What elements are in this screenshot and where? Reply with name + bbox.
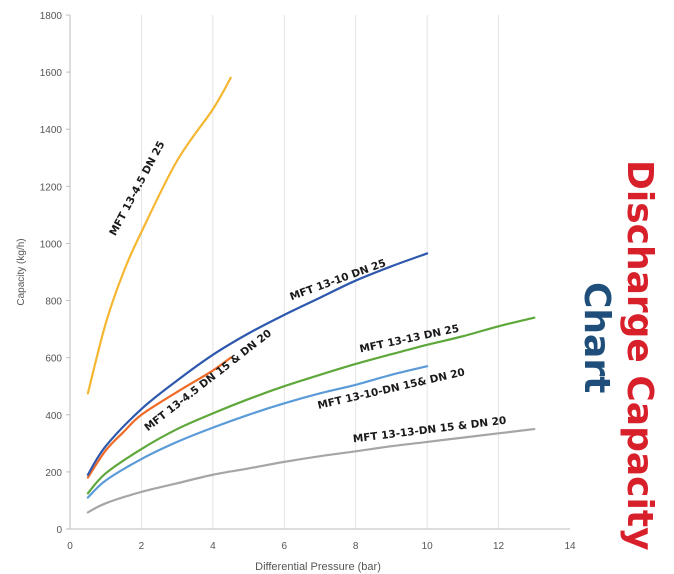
grid-lines — [140, 15, 500, 529]
title-line-2: Chart — [576, 282, 617, 394]
y-tick-label: 1600 — [40, 68, 63, 79]
series-line-3 — [86, 252, 429, 476]
annotation-label: MFT 13-4.5 DN 25 — [107, 139, 167, 238]
y-tick-label: 1200 — [40, 182, 63, 193]
y-tick-label: 800 — [45, 297, 62, 308]
x-tick-label: 10 — [422, 541, 434, 552]
x-tick-label: 14 — [564, 541, 576, 552]
y-tick-label: 400 — [45, 411, 62, 422]
y-tick-label: 1000 — [40, 239, 63, 250]
axes — [69, 15, 570, 530]
x-axis-label: Differential Pressure (bar) — [255, 561, 381, 573]
x-tick-label: 0 — [67, 541, 73, 552]
title-line-1: Discharge Capacity — [619, 160, 660, 551]
tick-labels: 0 200 400 600 800 1000 1200 1400 1600 1800 0 2 4 6 8 10… — [40, 11, 576, 552]
series-annotations: MFT 13-4.5 DN 25 MFT 13-10 DN 25 MFT 13-4.… — [107, 139, 507, 445]
series-line-6 — [86, 427, 536, 514]
y-tick-label: 200 — [45, 468, 62, 479]
x-tick-label: 6 — [282, 541, 288, 552]
series-line-2 — [86, 356, 232, 479]
series-line-4 — [86, 316, 536, 495]
y-tick-label: 1800 — [40, 11, 63, 22]
annotation-label: MFT 13-4.5 DN 15 & DN 20 — [142, 327, 274, 434]
y-axis-label: Capacity (kg/h) — [16, 238, 27, 305]
series-line-1 — [86, 76, 232, 395]
x-tick-label: 12 — [493, 541, 505, 552]
series-lines — [86, 76, 536, 514]
x-tick-label: 4 — [210, 541, 216, 552]
x-tick-label: 2 — [139, 541, 145, 552]
annotation-label: MFT 13-10 DN 25 — [288, 257, 387, 303]
x-tick-label: 8 — [353, 541, 359, 552]
y-tick-label: 0 — [56, 525, 62, 536]
y-tick-label: 1400 — [40, 125, 63, 136]
series-line-5 — [86, 365, 429, 499]
y-tick-label: 600 — [45, 354, 62, 365]
